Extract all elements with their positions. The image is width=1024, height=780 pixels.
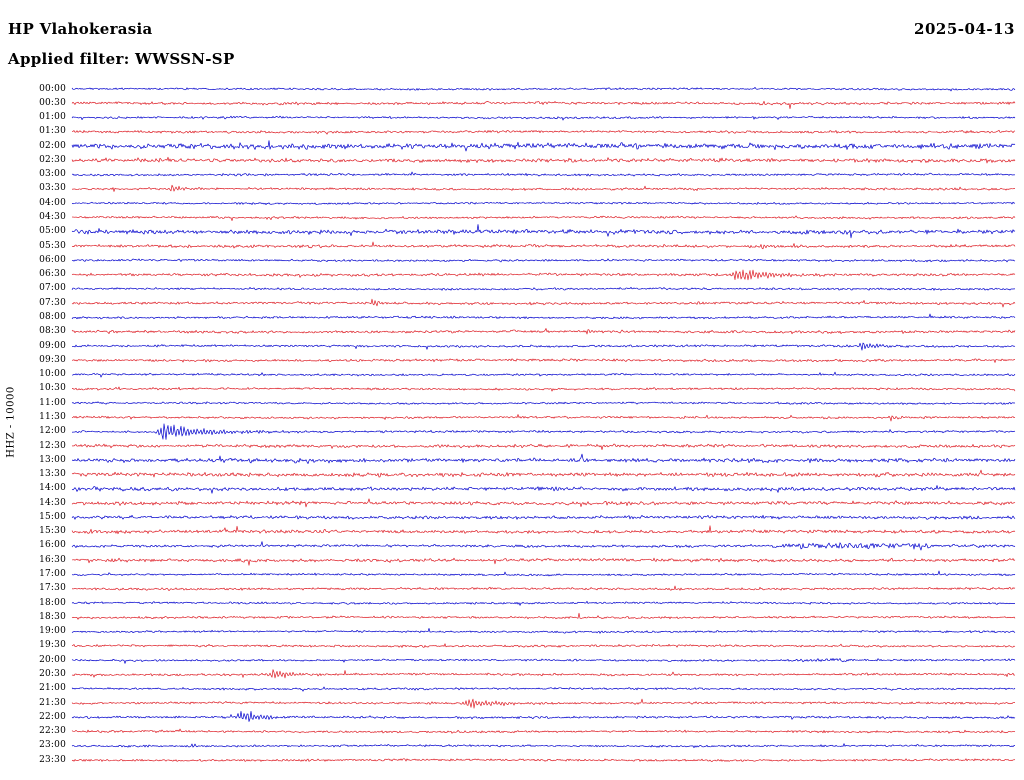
time-label: 06:30 (39, 269, 66, 280)
time-label: 02:30 (39, 154, 66, 165)
time-label: 03:30 (39, 183, 66, 194)
time-label: 07:00 (39, 283, 66, 294)
time-label: 23:00 (39, 740, 66, 751)
time-label: 15:30 (39, 526, 66, 537)
time-label: 05:30 (39, 240, 66, 251)
time-label: 00:00 (39, 83, 66, 94)
time-label: 02:00 (39, 140, 66, 151)
time-label: 17:00 (39, 569, 66, 580)
time-label: 01:30 (39, 126, 66, 137)
time-label-column: 00:00 00:30 01:00 01:30 02:00 02:30 03:00 03:30… (0, 0, 68, 780)
time-label: 22:00 (39, 711, 66, 722)
time-label: 04:30 (39, 212, 66, 223)
time-label: 10:00 (39, 369, 66, 380)
time-label: 07:30 (39, 297, 66, 308)
time-label: 17:30 (39, 583, 66, 594)
time-label: 13:00 (39, 454, 66, 465)
time-label: 16:30 (39, 554, 66, 565)
time-label: 14:30 (39, 497, 66, 508)
time-label: 11:00 (39, 397, 66, 408)
time-label: 21:00 (39, 683, 66, 694)
time-label: 18:00 (39, 597, 66, 608)
time-label: 04:00 (39, 197, 66, 208)
time-label: 11:30 (39, 411, 66, 422)
time-label: 12:00 (39, 426, 66, 437)
time-label: 23:30 (39, 754, 66, 765)
time-label: 12:30 (39, 440, 66, 451)
time-label: 21:30 (39, 697, 66, 708)
time-label: 09:00 (39, 340, 66, 351)
time-label: 19:00 (39, 626, 66, 637)
time-label: 08:00 (39, 311, 66, 322)
time-label: 20:00 (39, 654, 66, 665)
time-label: 20:30 (39, 668, 66, 679)
time-label: 10:30 (39, 383, 66, 394)
time-label: 18:30 (39, 611, 66, 622)
time-label: 05:00 (39, 226, 66, 237)
time-label: 01:00 (39, 112, 66, 123)
time-label: 09:30 (39, 354, 66, 365)
time-label: 19:30 (39, 640, 66, 651)
time-label: 16:00 (39, 540, 66, 551)
time-label: 03:00 (39, 169, 66, 180)
time-label: 22:30 (39, 726, 66, 737)
time-label: 08:30 (39, 326, 66, 337)
time-label: 00:30 (39, 97, 66, 108)
time-label: 13:30 (39, 469, 66, 480)
time-label: 15:00 (39, 511, 66, 522)
time-label: 06:00 (39, 254, 66, 265)
time-label: 14:00 (39, 483, 66, 494)
